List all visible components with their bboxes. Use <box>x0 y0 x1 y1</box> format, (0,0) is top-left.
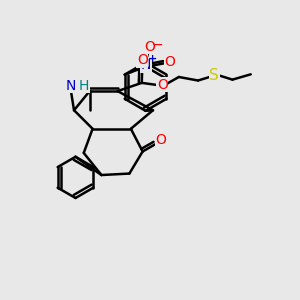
Text: N: N <box>141 58 151 72</box>
Text: +: + <box>148 54 157 64</box>
Text: O: O <box>137 53 148 67</box>
Text: O: O <box>144 40 155 54</box>
Text: H: H <box>78 79 89 92</box>
Text: S: S <box>209 68 219 83</box>
Text: −: − <box>152 38 164 52</box>
Text: O: O <box>157 78 168 92</box>
Text: O: O <box>165 55 176 69</box>
Text: O: O <box>155 133 166 147</box>
Text: N: N <box>66 79 76 92</box>
